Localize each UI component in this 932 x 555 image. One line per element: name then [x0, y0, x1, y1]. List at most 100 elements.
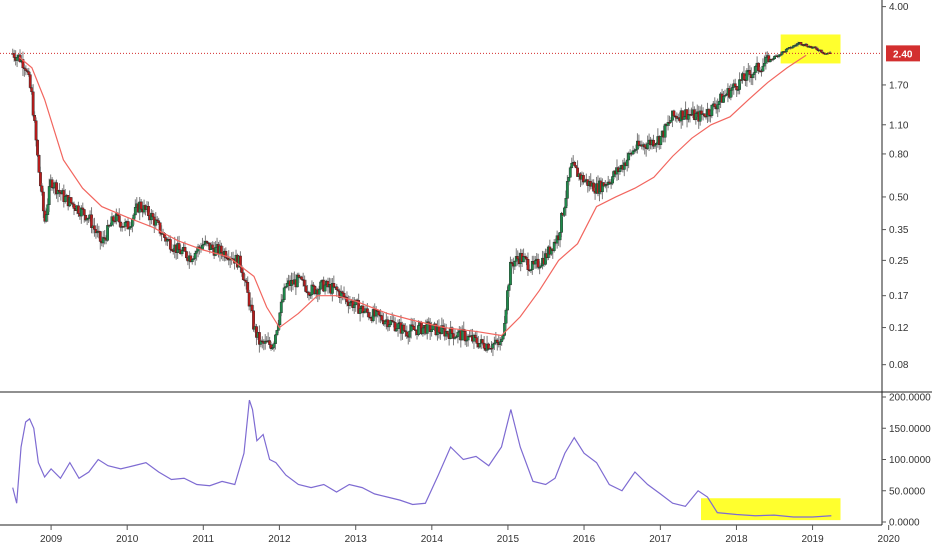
candle-body: [558, 232, 562, 241]
candle-body: [377, 311, 381, 316]
candle-body: [147, 206, 150, 216]
candle-body: [495, 339, 499, 343]
price-badge: [886, 45, 920, 62]
candle-body: [214, 247, 217, 256]
candle-body: [411, 324, 415, 327]
time-tick-label: 2015: [497, 534, 520, 545]
candle-body: [24, 68, 28, 71]
time-tick-label: 2009: [40, 534, 63, 545]
candle-body: [386, 319, 390, 328]
candle-body: [201, 244, 204, 250]
candle-body: [177, 243, 181, 250]
candle-body: [773, 55, 777, 59]
candle-body: [500, 338, 504, 342]
time-tick-label: 2018: [725, 534, 748, 545]
candle-body: [663, 124, 667, 138]
candle-body: [567, 176, 571, 182]
candle-body: [516, 256, 520, 260]
candle-body: [30, 87, 34, 93]
candle-body: [34, 120, 38, 141]
candle-body: [93, 225, 96, 230]
price-tick-label: 0.17: [889, 291, 909, 302]
candle-body: [757, 62, 760, 71]
candle-body: [646, 143, 650, 149]
candle-body: [358, 308, 362, 314]
candle-body: [63, 196, 67, 202]
candle-body: [703, 113, 706, 117]
oscillator-tick-label: 100.0000: [889, 455, 931, 466]
candle-body: [117, 215, 121, 223]
candle-body: [131, 219, 134, 227]
price-badge-label: 2.40: [893, 49, 913, 60]
candle-body: [303, 279, 307, 287]
candle-body: [168, 239, 172, 250]
candle-body: [501, 335, 505, 340]
candle-body: [39, 172, 42, 187]
candle-body: [12, 53, 16, 58]
candle-body: [805, 44, 809, 47]
candle-body: [395, 328, 398, 332]
candle-body: [592, 182, 596, 192]
candle-body: [815, 47, 819, 50]
candle-body: [717, 101, 721, 105]
price-tick-label: 0.35: [889, 225, 909, 236]
candle-body: [40, 185, 44, 193]
candle-body: [799, 42, 803, 45]
candle-body: [129, 225, 133, 228]
candle-body: [694, 113, 698, 120]
candle-body: [611, 176, 615, 184]
candle-body: [383, 321, 387, 325]
candle-body: [402, 324, 406, 331]
candle-body: [745, 70, 749, 81]
candle-body: [430, 329, 434, 332]
candle-body: [733, 83, 737, 87]
candle-body: [109, 225, 112, 227]
candle-body: [828, 52, 832, 54]
time-tick-label: 2011: [193, 534, 215, 545]
candle-body: [15, 56, 19, 61]
candle-body: [729, 90, 733, 98]
candle-body: [157, 220, 161, 223]
candle-body: [72, 203, 76, 209]
candle-body: [450, 327, 454, 334]
price-tick-label: 1.70: [889, 80, 909, 91]
price-tick-label: 1.10: [889, 120, 909, 131]
candle-body: [474, 334, 477, 338]
candle-body: [239, 255, 242, 268]
candle-body: [335, 286, 339, 290]
candle-body: [28, 74, 32, 88]
candle-body: [275, 330, 279, 336]
price-tick-label: 0.80: [889, 149, 909, 160]
candle-body: [652, 139, 655, 147]
candle-body: [151, 213, 155, 218]
candle-body: [707, 109, 711, 116]
oscillator-tick-label: 200.0000: [889, 393, 931, 404]
time-tick-label: 2010: [116, 534, 139, 545]
candle-body: [659, 136, 663, 145]
candle-body: [560, 212, 563, 233]
time-tick-label: 2014: [421, 534, 444, 545]
candle-body: [323, 284, 327, 292]
candle-body: [573, 162, 577, 166]
candle-body: [498, 341, 502, 345]
candle-body: [180, 250, 184, 255]
candle-body: [408, 330, 412, 338]
candle-body: [139, 201, 143, 210]
candle-body: [716, 104, 720, 110]
candle-body: [317, 288, 321, 295]
candle-body: [76, 205, 80, 214]
candle-body: [784, 49, 788, 53]
candle-body: [600, 182, 604, 193]
candle-body: [50, 179, 54, 188]
candle-body: [282, 287, 286, 300]
candle-body: [247, 292, 251, 307]
candle-body: [446, 331, 450, 335]
candle-body: [205, 240, 209, 243]
candle-body: [730, 87, 734, 91]
candle-body: [46, 204, 50, 215]
candle-body: [564, 198, 568, 209]
price-tick-label: 0.50: [889, 192, 909, 203]
candle-body: [365, 308, 369, 313]
candle-body: [672, 110, 676, 117]
candle-body: [763, 63, 766, 67]
